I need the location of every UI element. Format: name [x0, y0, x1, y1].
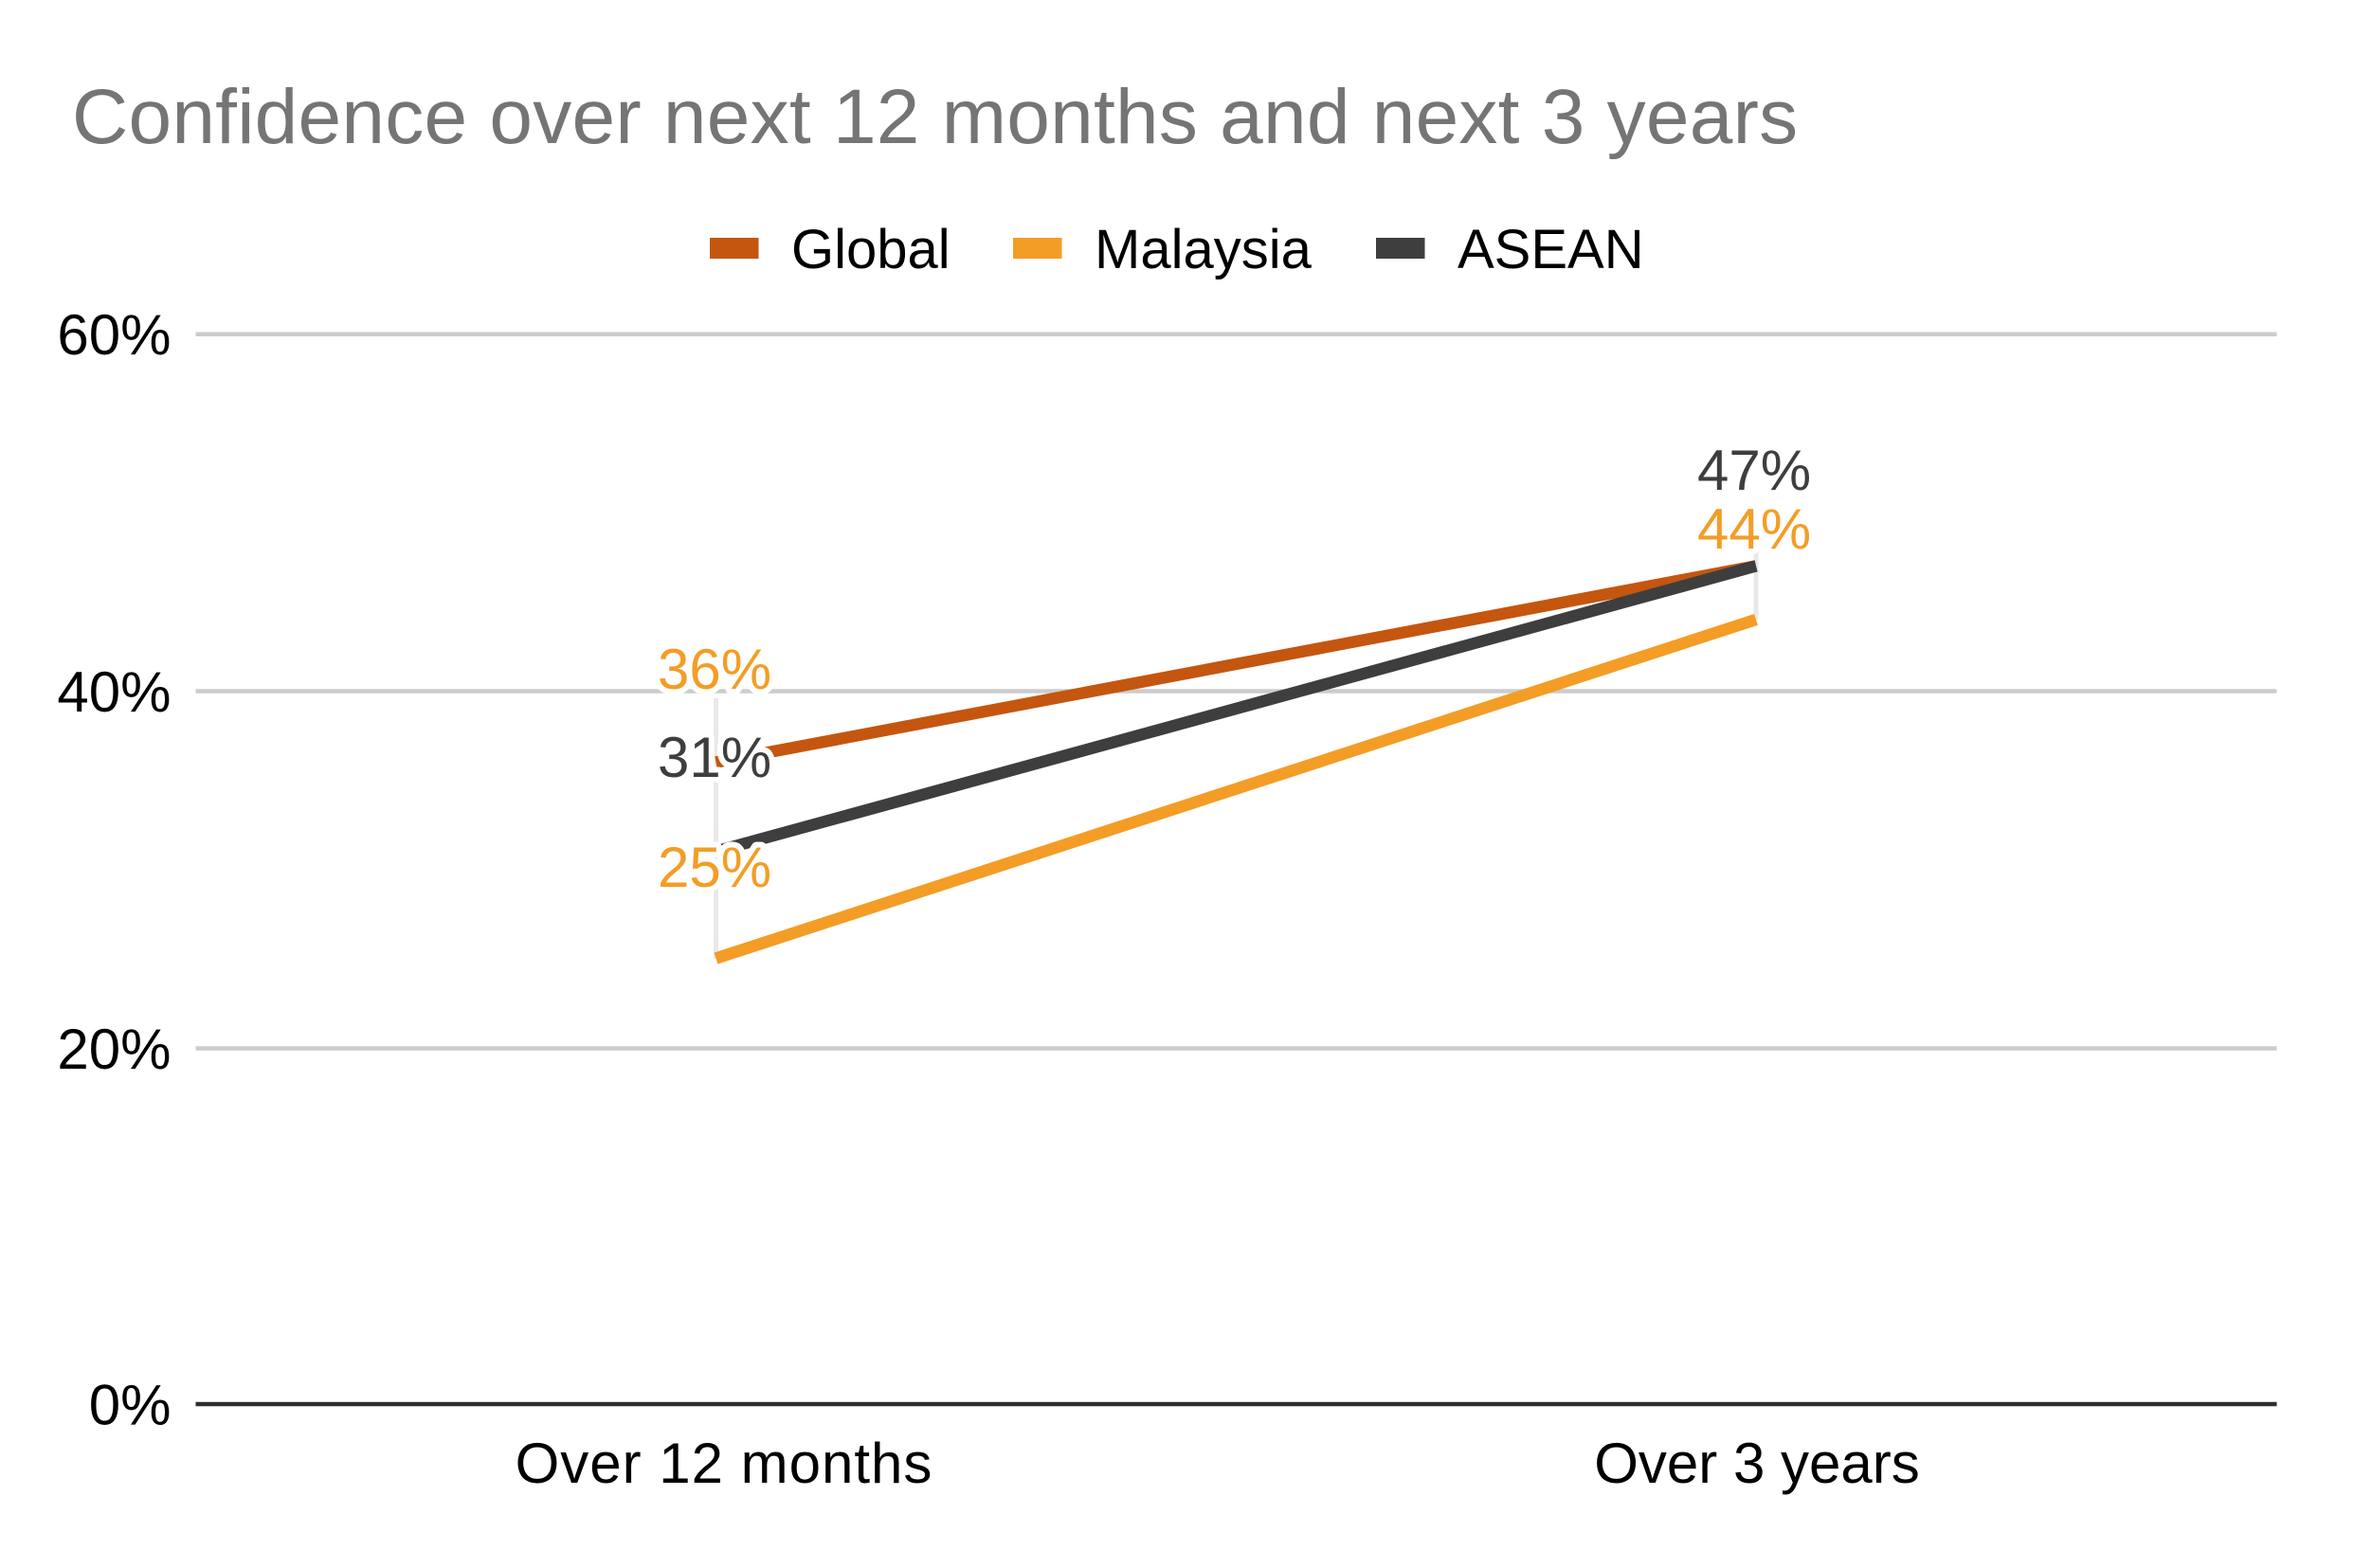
svg-text:60%: 60% [57, 303, 171, 367]
svg-text:36%: 36% [658, 638, 771, 701]
svg-text:Confidence over next 12 months: Confidence over next 12 months and next … [72, 74, 1798, 160]
svg-text:Malaysia: Malaysia [1095, 219, 1313, 280]
svg-text:ASEAN: ASEAN [1458, 219, 1644, 280]
svg-text:Global: Global [791, 219, 951, 280]
svg-text:31%: 31% [658, 726, 771, 789]
svg-text:25%: 25% [658, 836, 771, 899]
svg-text:Over 12 months: Over 12 months [516, 1432, 933, 1495]
svg-text:20%: 20% [57, 1018, 171, 1081]
svg-text:40%: 40% [57, 660, 171, 724]
svg-text:47%: 47% [1697, 439, 1811, 502]
svg-text:0%: 0% [89, 1374, 172, 1437]
svg-text:44%: 44% [1697, 497, 1811, 561]
svg-text:Over 3 years: Over 3 years [1594, 1432, 1919, 1495]
